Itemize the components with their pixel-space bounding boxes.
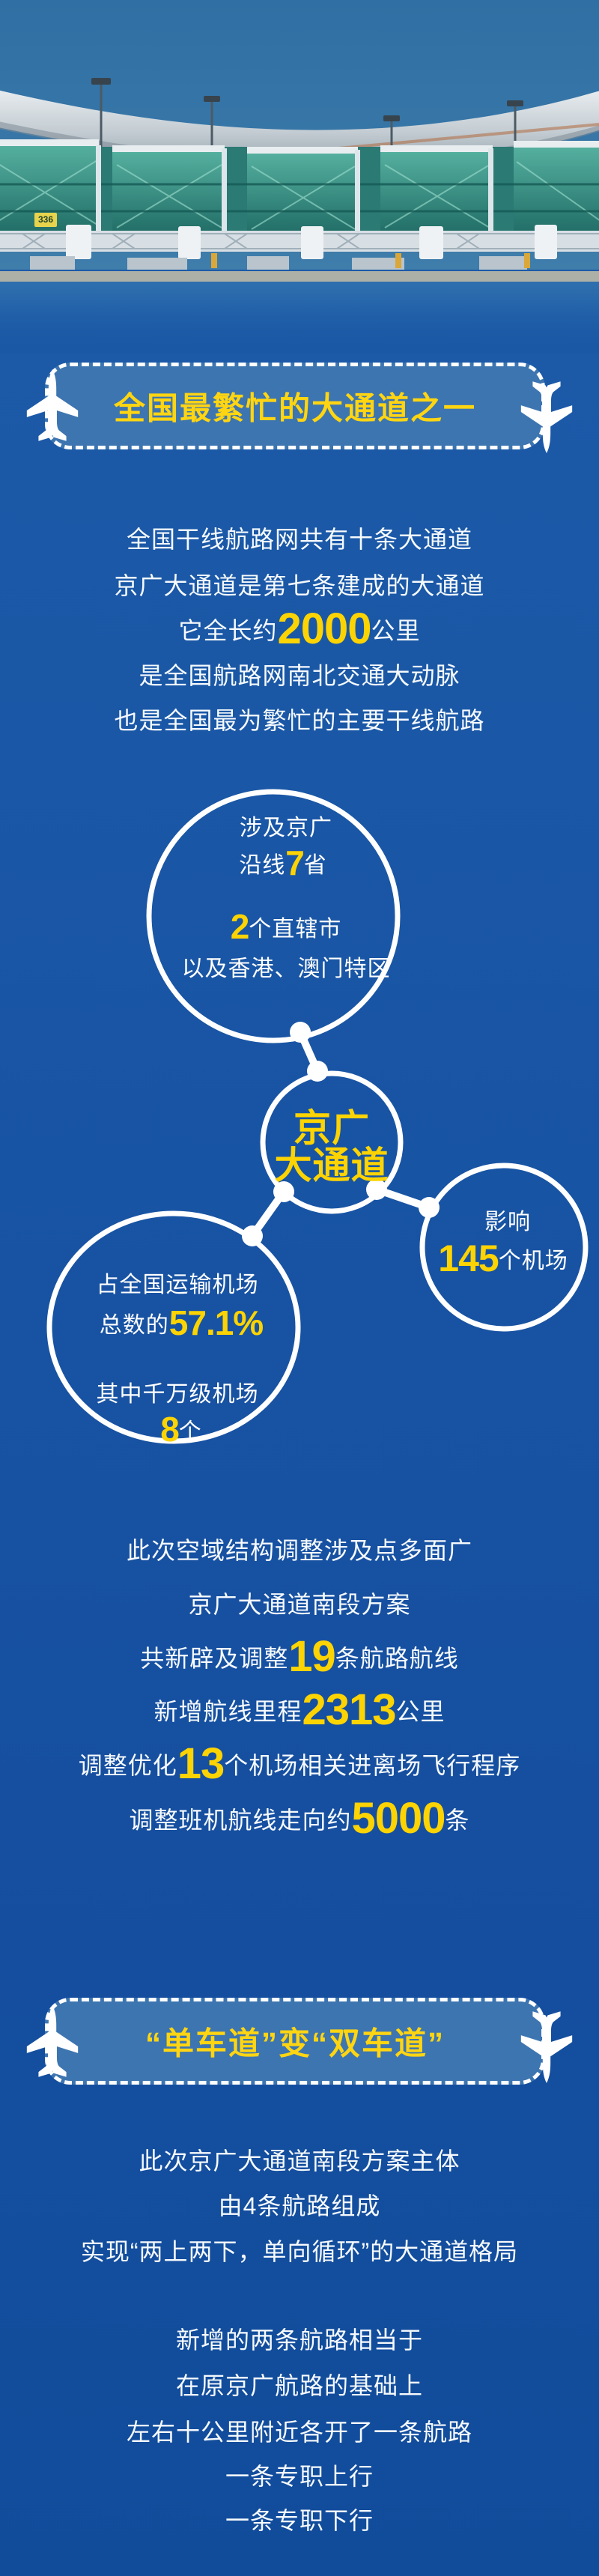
airport-photo-scene	[0, 0, 599, 354]
stat-procedures-airports: 13	[177, 1739, 225, 1788]
plane-up-icon	[22, 2003, 82, 2081]
stats-line-4: 新增航线里程2313公里	[153, 1685, 446, 1734]
bubble-right-line-1: 影响	[484, 1210, 531, 1234]
plane-down-icon	[517, 2007, 577, 2085]
light-poles	[100, 84, 517, 162]
section-banner-2: “单车道”变“双车道”	[45, 1998, 545, 2085]
bubble-top-line-4: 以及香港、澳门特区	[181, 957, 391, 981]
section-title-2: “单车道”变“双车道”	[145, 2025, 445, 2061]
stat-new-mileage: 2313	[302, 1685, 396, 1734]
stat-big-airports: 8	[160, 1410, 180, 1449]
bubble-center-line-1: 京广	[294, 1107, 370, 1149]
bubble-left-line-4: 8个	[160, 1410, 202, 1449]
intro-line-2: 京广大通道是第七条建成的大通道	[114, 572, 485, 599]
plane-down-icon	[517, 378, 577, 455]
intro-line-4: 是全国航路网南北交通大动脉	[139, 662, 460, 689]
intro-line-5: 也是全国最为繁忙的主要干线航路	[114, 707, 485, 734]
outro-line-2: 由4条航路组成	[218, 2192, 381, 2219]
stat-provinces: 7	[285, 843, 305, 882]
outro-line-8: 一条专职下行	[225, 2507, 374, 2534]
bubble-right-circle	[419, 1163, 589, 1332]
stats-line-3: 共新辟及调整19条航路航线	[140, 1632, 459, 1681]
stats-line-1: 此次空域结构调整涉及点多面广	[126, 1537, 472, 1564]
stat-length-km: 2000	[277, 604, 371, 653]
terminal-towers	[0, 139, 599, 238]
airport-photo: 336	[0, 0, 599, 354]
bubble-left-circle	[46, 1210, 301, 1444]
stat-municipalities: 2	[230, 907, 250, 946]
intro-line-3: 它全长约2000公里	[178, 604, 421, 653]
bubble-top-line-1: 涉及京广	[240, 816, 332, 840]
bubble-left-line-3: 其中千万级机场	[96, 1382, 259, 1407]
bubble-diagram	[46, 789, 589, 1444]
outro-line-4: 新增的两条航路相当于	[175, 2327, 423, 2354]
bubble-left-line-2: 总数的57.1%	[99, 1303, 264, 1342]
bubble-center-line-2: 大通道	[274, 1145, 389, 1187]
bubble-top-line-3: 2个直辖市	[230, 907, 342, 946]
outro-line-1: 此次京广大通道南段方案主体	[139, 2148, 460, 2175]
stat-airport-share: 57.1%	[168, 1303, 264, 1342]
bubble-right-line-2: 145个机场	[438, 1237, 568, 1279]
outro-line-7: 一条专职上行	[225, 2463, 374, 2490]
stat-flight-paths: 5000	[351, 1794, 446, 1843]
bubble-left-line-1: 占全国运输机场	[96, 1273, 259, 1297]
bubble-top-line-2: 沿线7省	[239, 843, 327, 882]
section-title-1: 全国最繁忙的大通道之一	[113, 390, 476, 426]
plane-up-icon	[22, 367, 82, 445]
intro-line-1: 全国干线航路网共有十条大通道	[126, 526, 472, 553]
outro-line-6: 左右十公里附近各开了一条航路	[126, 2419, 472, 2446]
stats-line-5: 调整优化13个机场相关进离场飞行程序	[78, 1739, 521, 1788]
stats-line-2: 京广大通道南段方案	[188, 1591, 411, 1618]
stat-airports-affected: 145	[438, 1237, 499, 1279]
bubble-top-circle	[146, 789, 401, 1043]
outro-line-5: 在原京广航路的基础上	[175, 2372, 423, 2399]
bubble-center-circle	[260, 1070, 404, 1214]
gate-sign-336: 336	[34, 213, 57, 227]
stats-line-6: 调整班机航线走向约5000条	[129, 1794, 470, 1843]
outro-line-3: 实现“两上两下，单向循环”的大通道格局	[80, 2238, 519, 2265]
stat-routes-adjusted: 19	[288, 1632, 336, 1681]
section-banner-1: 全国最繁忙的大通道之一	[45, 363, 545, 449]
